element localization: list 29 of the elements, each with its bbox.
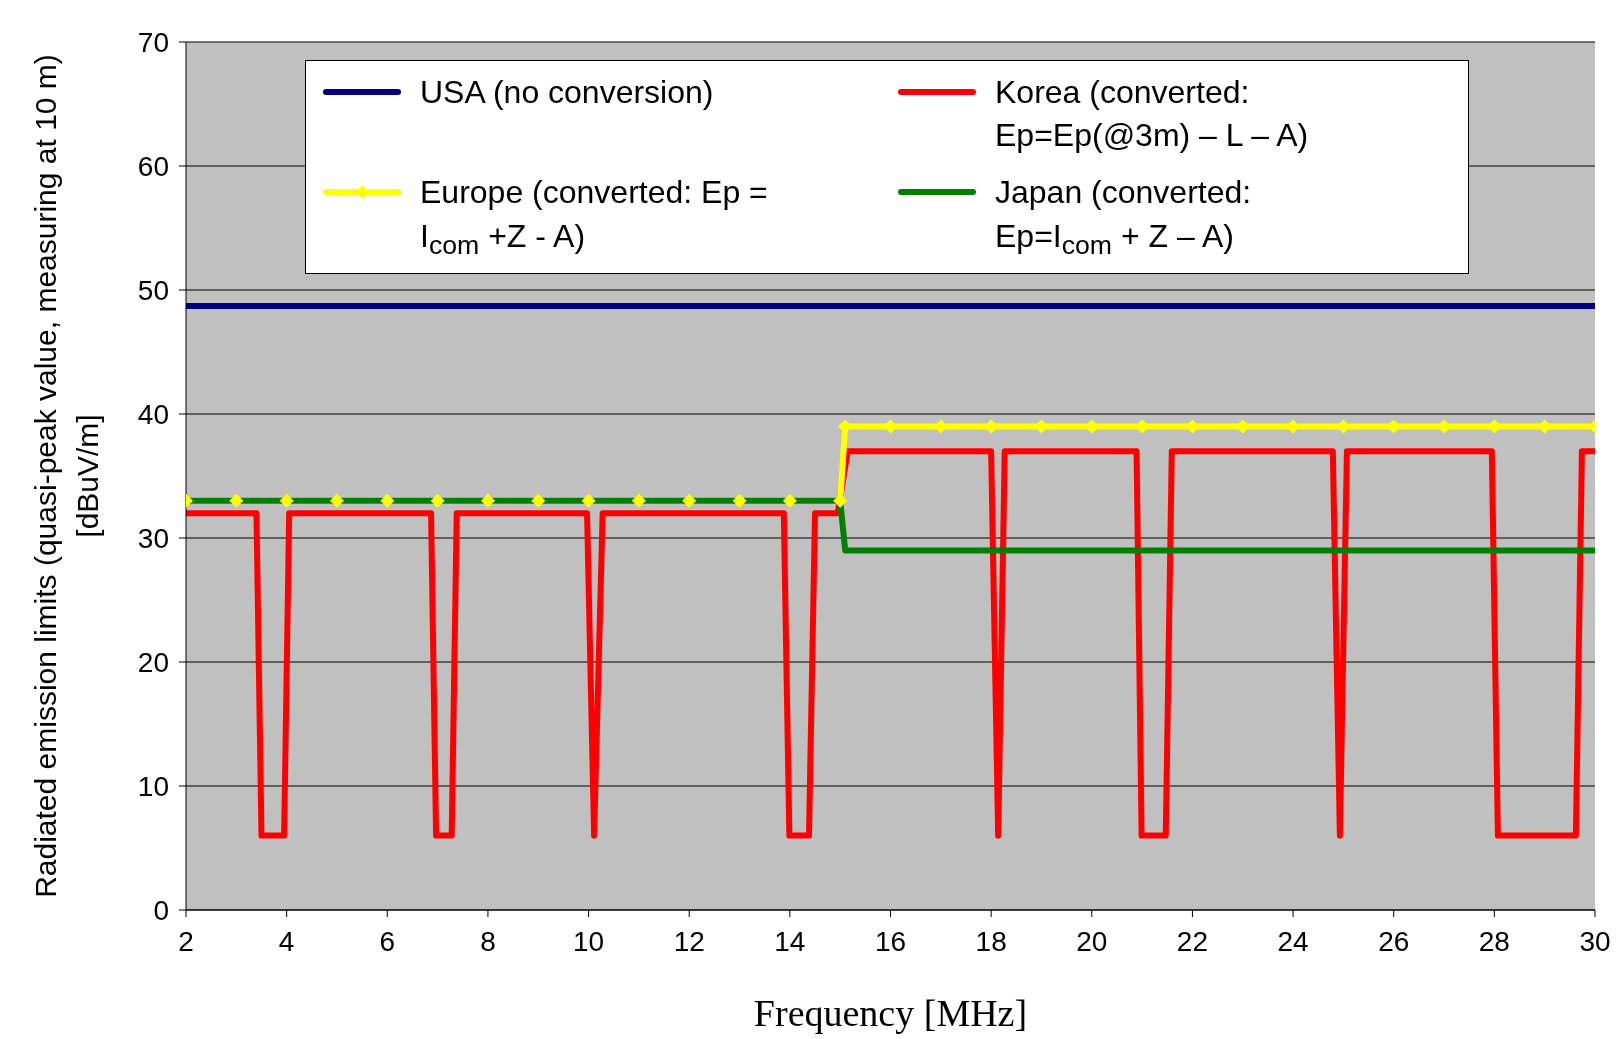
x-tick-label: 8	[480, 925, 496, 957]
y-axis-title: Radiated emission limits (quasi-peak value, measuring at 10 m) [dBuV/m]	[28, 53, 105, 900]
x-tick-label: 18	[975, 925, 1007, 957]
y-tick-label: 70	[137, 26, 169, 58]
legend-label: USA (no conversion)	[420, 73, 715, 112]
x-tick-label: 22	[1176, 925, 1209, 957]
x-tick-label: 20	[1076, 925, 1108, 957]
legend-label: Europe (converted: Ep = I$_{com}$ +Z - A)	[420, 173, 769, 262]
legend-label: Japan (converted: Ep=I$_{com}$ + Z – A)	[995, 173, 1253, 262]
y-tick-label: 60	[137, 150, 169, 182]
y-tick-label: 40	[137, 398, 169, 430]
x-tick-label: 12	[673, 925, 705, 957]
x-tick-label: 4	[278, 925, 295, 957]
x-tick-label: 26	[1378, 925, 1410, 957]
y-tick-label: 50	[137, 274, 169, 306]
x-tick-label: 2	[178, 925, 194, 957]
x-tick-label: 6	[379, 925, 396, 957]
x-tick-label: 24	[1277, 925, 1309, 957]
x-tick-label: 16	[874, 925, 907, 957]
x-tick-label: 28	[1478, 925, 1510, 957]
x-tick-label: 10	[572, 925, 605, 957]
x-axis-title: Frequency [MHz]	[753, 992, 1028, 1034]
legend-label: Korea (converted: Ep=Ep(@3m) – L – A)	[995, 73, 1310, 156]
y-tick-label: 30	[137, 522, 169, 554]
y-tick-label: 0	[153, 894, 169, 926]
x-tick-label: 14	[774, 925, 806, 957]
x-tick-label: 30	[1579, 925, 1611, 957]
y-tick-label: 20	[137, 646, 169, 678]
y-tick-label: 10	[137, 770, 169, 802]
